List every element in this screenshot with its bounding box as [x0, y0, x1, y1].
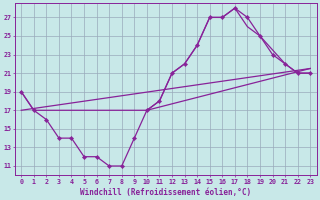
X-axis label: Windchill (Refroidissement éolien,°C): Windchill (Refroidissement éolien,°C): [80, 188, 251, 197]
